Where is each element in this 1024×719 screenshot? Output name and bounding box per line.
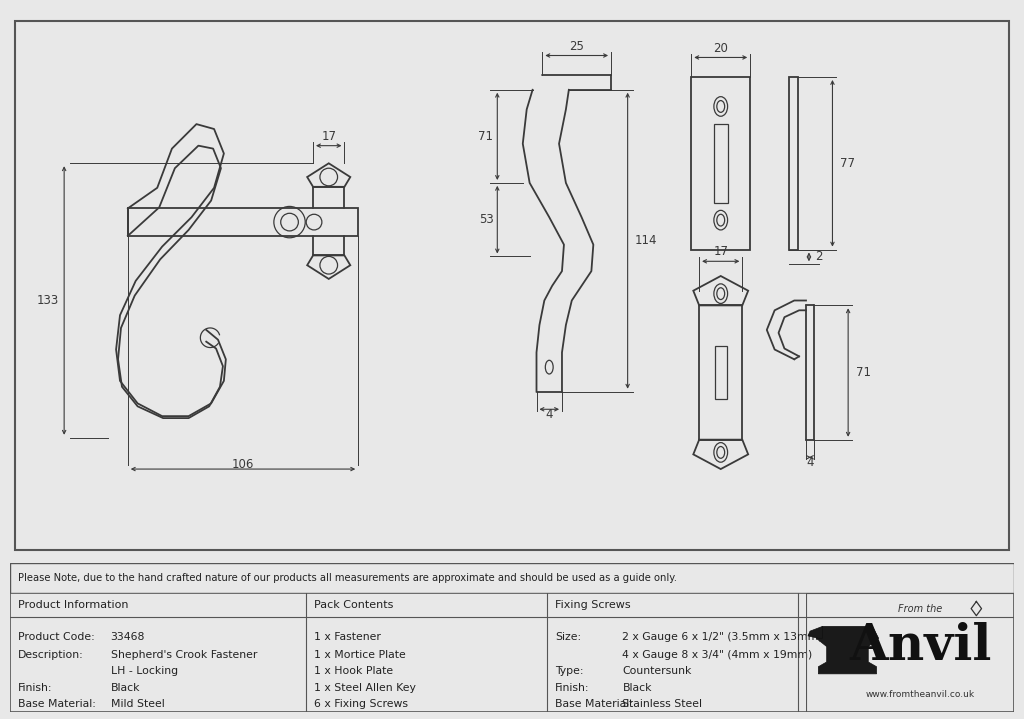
- Text: Product Code:: Product Code:: [18, 632, 95, 642]
- Text: Description:: Description:: [18, 650, 84, 660]
- Text: Size:: Size:: [555, 632, 582, 642]
- Text: Fixing Screws: Fixing Screws: [555, 600, 631, 610]
- Text: 106: 106: [231, 458, 254, 471]
- Text: 77: 77: [841, 157, 855, 170]
- Text: 133: 133: [37, 294, 59, 307]
- Text: 71: 71: [856, 366, 871, 379]
- Text: 17: 17: [714, 245, 728, 258]
- Text: Stainless Steel: Stainless Steel: [623, 698, 702, 708]
- Text: 4: 4: [806, 456, 814, 469]
- Text: 20: 20: [714, 42, 728, 55]
- Text: Pack Contents: Pack Contents: [314, 600, 393, 610]
- Text: Black: Black: [111, 683, 140, 693]
- Text: Shepherd's Crook Fastener: Shepherd's Crook Fastener: [111, 650, 257, 660]
- Text: 1 x Mortice Plate: 1 x Mortice Plate: [314, 650, 407, 660]
- Text: 1 x Fastener: 1 x Fastener: [314, 632, 381, 642]
- Text: Type:: Type:: [555, 667, 584, 677]
- Bar: [714, 124, 728, 203]
- Text: 6 x Fixing Screws: 6 x Fixing Screws: [314, 698, 409, 708]
- Text: 114: 114: [635, 234, 657, 247]
- Text: From the: From the: [898, 603, 942, 613]
- Text: 2: 2: [815, 250, 822, 263]
- Text: Product Information: Product Information: [18, 600, 129, 610]
- Text: LH - Locking: LH - Locking: [111, 667, 178, 677]
- Text: 1 x Steel Allen Key: 1 x Steel Allen Key: [314, 683, 416, 693]
- Text: Base Material:: Base Material:: [555, 698, 633, 708]
- Polygon shape: [816, 626, 879, 674]
- Text: 17: 17: [322, 129, 336, 143]
- Text: Countersunk: Countersunk: [623, 667, 692, 677]
- Text: Finish:: Finish:: [18, 683, 53, 693]
- Text: Black: Black: [623, 683, 652, 693]
- Bar: [715, 346, 727, 400]
- Bar: [790, 77, 798, 249]
- Text: www.fromtheanvil.co.uk: www.fromtheanvil.co.uk: [865, 690, 975, 699]
- Text: Finish:: Finish:: [555, 683, 590, 693]
- Text: 71: 71: [478, 130, 494, 143]
- Text: Please Note, due to the hand crafted nature of our products all measurements are: Please Note, due to the hand crafted nat…: [18, 573, 677, 583]
- Text: 4 x Gauge 8 x 3/4" (4mm x 19mm): 4 x Gauge 8 x 3/4" (4mm x 19mm): [623, 650, 813, 660]
- Text: 2 x Gauge 6 x 1/2" (3.5mm x 13mm): 2 x Gauge 6 x 1/2" (3.5mm x 13mm): [623, 632, 823, 642]
- Text: 4: 4: [546, 408, 553, 421]
- Text: 1 x Hook Plate: 1 x Hook Plate: [314, 667, 393, 677]
- Bar: [699, 306, 742, 439]
- Text: Anvil: Anvil: [849, 622, 991, 671]
- Bar: [691, 77, 751, 249]
- Polygon shape: [808, 626, 822, 638]
- Text: 53: 53: [478, 213, 494, 226]
- Text: Mild Steel: Mild Steel: [111, 698, 164, 708]
- Text: Base Material:: Base Material:: [18, 698, 96, 708]
- Text: 33468: 33468: [111, 632, 145, 642]
- Text: 25: 25: [569, 40, 584, 52]
